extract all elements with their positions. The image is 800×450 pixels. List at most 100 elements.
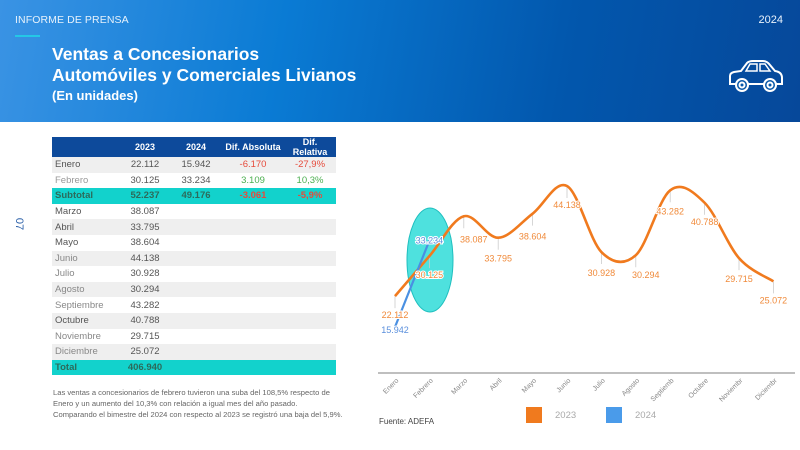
table-row: Marzo 38.087	[52, 204, 336, 220]
value-2023: 33.795	[120, 219, 170, 235]
col-header-2024: 2024	[170, 137, 222, 157]
data-label-2023: 25.072	[760, 295, 788, 305]
x-axis-label: Julio	[592, 377, 607, 392]
table-row: Septiembre 43.282	[52, 297, 336, 313]
table-row: Enero 22.112 15.942 -6.170 -27,9%	[52, 157, 336, 173]
table-row: Agosto 30.294	[52, 281, 336, 298]
diff-relative: 10,3%	[296, 174, 324, 186]
month-cell: Abril	[52, 219, 120, 235]
month-cell: Marzo	[55, 206, 82, 218]
value-2023: 38.087	[130, 206, 160, 218]
x-axis-label: Diciembr	[754, 377, 779, 402]
table-row: Diciembre 25.072	[52, 344, 336, 360]
month-cell: Febrero	[55, 174, 89, 186]
month-cell: Septiembre	[55, 299, 104, 311]
data-label-2023: 29.715	[725, 274, 753, 284]
col-header-rel: Dif. Relativa	[284, 137, 336, 157]
month-cell: Agosto	[52, 281, 120, 298]
col-header-abs: Dif. Absoluta	[222, 137, 284, 157]
diff-absolute: -6.170	[222, 157, 284, 173]
month-cell: Diciembre	[52, 344, 120, 360]
month-cell: Noviembre	[55, 330, 101, 342]
value-2023: 25.072	[120, 344, 170, 360]
table-row: Junio 44.138	[52, 250, 336, 267]
table-row-subtotal: Subtotal 52.237 49.176 -3.061 -5,9%	[52, 188, 336, 204]
table-row: Mayo 38.604	[52, 235, 336, 251]
x-axis-label: Septiemb	[650, 377, 676, 403]
car-icon	[729, 60, 783, 92]
data-label-2024: 33.234	[416, 236, 444, 246]
x-axis-label: Mayo	[521, 377, 538, 394]
data-label-2023: 30.125	[416, 270, 444, 280]
value-2023: 44.138	[120, 250, 170, 267]
x-axis-label: Abril	[489, 377, 504, 392]
x-axis-label: Junio	[556, 377, 573, 394]
legend-item-2023: 2023	[526, 407, 576, 423]
summary-note: Las ventas a concesionarios de febrero t…	[53, 388, 343, 419]
series-2024-line	[393, 240, 431, 328]
x-axis-label: Agosto	[621, 377, 641, 397]
table-header-row: 2023 2024 Dif. Absoluta Dif. Relativa	[52, 137, 336, 157]
title-line-1: Ventas a Concesionarios	[52, 44, 260, 64]
month-cell: Julio	[55, 268, 75, 280]
source-label: Fuente: ADEFA	[379, 417, 435, 426]
diff-absolute: 3.109	[241, 174, 265, 186]
value-2023: 406.940	[120, 359, 170, 376]
highlight-ellipse	[406, 207, 454, 313]
month-cell: Mayo	[55, 237, 79, 249]
value-2024: 33.234	[181, 174, 211, 186]
report-kicker: INFORME DE PRENSA	[15, 14, 129, 26]
data-label-2023: 22.112	[382, 310, 409, 320]
month-cell: Octubre	[52, 312, 120, 329]
table-row: Noviembre 29.715	[52, 329, 336, 345]
value-2023: 52.237	[120, 188, 170, 204]
month-cell: Subtotal	[52, 188, 120, 204]
value-2023: 43.282	[130, 299, 160, 311]
data-label-2023: 44.138	[553, 200, 581, 210]
data-label-2023: 43.282	[656, 206, 684, 216]
value-2023: 22.112	[120, 157, 170, 173]
x-axis-label: Febrero	[413, 377, 435, 399]
data-label-2023: 40.788	[691, 217, 719, 227]
data-label-2023: 30.928	[588, 268, 616, 278]
x-axis-label: Enero	[382, 377, 400, 395]
sales-table: 2023 2024 Dif. Absoluta Dif. Relativa En…	[52, 137, 336, 376]
value-2023: 30.928	[130, 268, 160, 280]
table-row: Abril 33.795	[52, 219, 336, 235]
legend-item-2024: 2024	[606, 407, 656, 423]
value-2024: 49.176	[170, 188, 222, 204]
table-row-total: Total 406.940	[52, 359, 336, 376]
data-label-2023: 30.294	[632, 270, 660, 280]
x-axis-label: Marzo	[451, 377, 470, 396]
title-line-2: Automóviles y Comerciales Livianos	[52, 65, 357, 85]
value-2023: 40.788	[120, 312, 170, 329]
diff-absolute: -3.061	[222, 188, 284, 204]
data-label-2024: 15.942	[381, 325, 409, 335]
header-banner: INFORME DE PRENSA 2024 Ventas a Concesio…	[0, 0, 800, 122]
kicker-underline	[15, 35, 40, 37]
month-cell: Total	[52, 359, 120, 376]
page-title: Ventas a Concesionarios Automóviles y Co…	[52, 44, 356, 86]
report-year: 2024	[758, 14, 783, 26]
value-2023: 29.715	[130, 330, 160, 342]
x-axis-label: Noviembr	[718, 377, 745, 404]
col-header-2023: 2023	[120, 137, 170, 157]
data-label-2023: 33.795	[484, 254, 512, 264]
table-row: Julio 30.928	[52, 266, 336, 282]
month-cell: Junio	[52, 250, 120, 267]
legend-label-2023: 2023	[555, 409, 577, 421]
table-row: Febrero 30.125 33.234 3.109 10,3%	[52, 173, 336, 189]
legend-swatch-2024	[606, 407, 622, 423]
table-row: Octubre 40.788	[52, 312, 336, 329]
legend-swatch-2023	[526, 407, 542, 423]
legend-label-2024: 2024	[635, 409, 657, 421]
series-2023-line	[394, 183, 775, 297]
diff-relative: -27,9%	[284, 157, 336, 173]
diff-relative: -5,9%	[284, 188, 336, 204]
value-2023: 30.125	[130, 174, 160, 186]
value-2023: 30.294	[120, 281, 170, 298]
page-subtitle: (En unidades)	[52, 88, 138, 103]
data-label-2023: 38.604	[519, 232, 547, 242]
value-2023: 38.604	[130, 237, 160, 249]
